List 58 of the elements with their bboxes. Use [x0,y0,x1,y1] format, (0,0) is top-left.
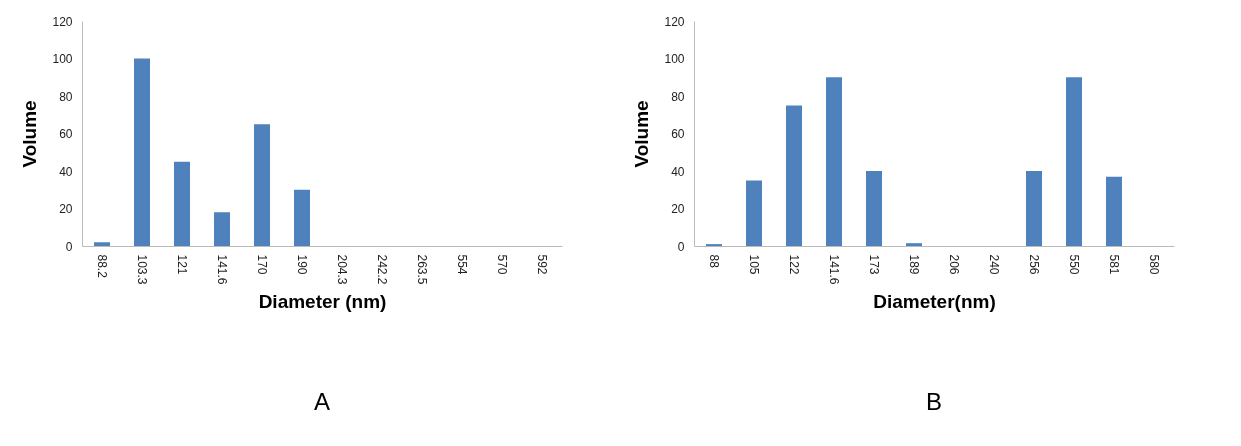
y-tick-label: 40 [59,164,73,179]
bar [866,171,882,246]
bar [294,189,310,246]
text: B [925,388,943,416]
y-tick-label: 120 [664,14,685,29]
x-tick-label: 581 [1107,254,1121,275]
y-axis-title: Volume [631,100,653,168]
bar [826,77,842,246]
x-tick-label: 242.2 [375,254,389,285]
x-tick-label: 189 [907,254,921,275]
y-tick-label: 80 [59,89,73,104]
y-tick-label: 0 [65,239,73,254]
x-tick-label: 170 [255,254,269,275]
bar [1106,176,1122,246]
bar [746,180,762,246]
y-tick-label: 100 [664,52,685,66]
x-tick-label: 103.3 [135,254,149,285]
y-tick-label: 120 [52,14,73,29]
x-tick-label: 580 [1147,254,1161,275]
y-tick-label: 40 [671,164,685,179]
bar [214,212,230,246]
bar [906,243,922,246]
x-tick-label: 122 [787,254,801,275]
x-tick-label: 550 [1067,254,1081,275]
x-tick-label: 190 [295,254,309,275]
bar [786,105,802,246]
x-tick-label: 204.3 [335,254,349,285]
x-tick-label: 88 [707,254,721,269]
bar [254,124,270,246]
bar [134,58,150,246]
x-tick-label: 206 [947,254,961,275]
y-tick-label: 0 [677,239,685,254]
x-tick-label: 173 [867,254,881,275]
x-tick-label: 88.2 [95,254,109,279]
x-axis-title: Diameter (nm) [258,290,387,312]
x-tick-label: 141.6 [215,254,229,285]
x-tick-label: 141.6 [827,254,841,285]
text: A [313,388,331,416]
x-tick-label: 570 [495,254,509,275]
y-axis-title: Volume [19,100,41,168]
x-tick-label: 240 [987,254,1001,275]
x-tick-label: 105 [747,254,761,275]
x-axis-title: Diameter(nm) [873,290,996,312]
x-tick-label: 554 [455,254,469,275]
bar [174,161,190,246]
x-tick-label: 121 [175,254,189,275]
x-tick-label: 263.5 [415,254,429,285]
x-tick-label: 256 [1027,254,1041,275]
y-tick-label: 80 [671,89,685,104]
bar [94,242,110,246]
y-tick-label: 20 [59,202,73,216]
y-tick-label: 100 [52,52,73,66]
y-tick-label: 60 [671,127,685,141]
x-tick-label: 592 [535,254,549,275]
y-tick-label: 20 [671,202,685,216]
bar [1066,77,1082,246]
bar [1026,171,1042,246]
y-tick-label: 60 [59,127,73,141]
